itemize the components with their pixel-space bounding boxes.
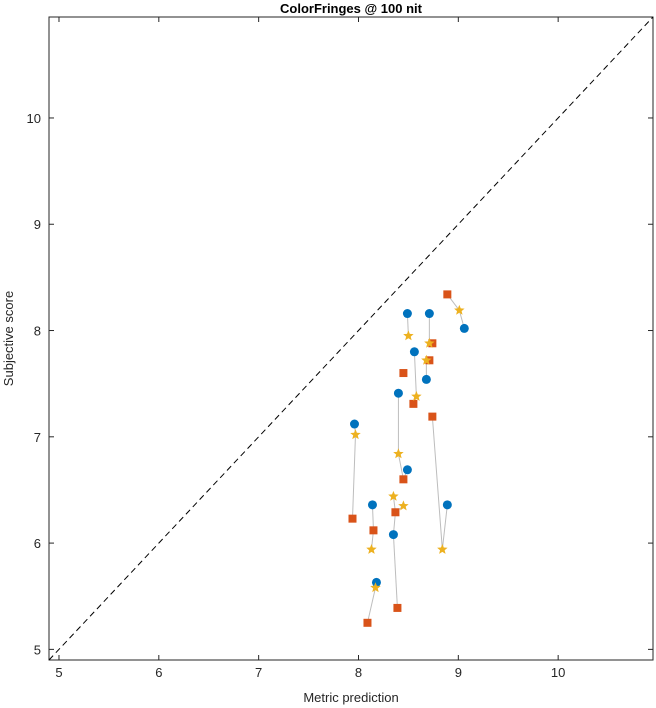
x-tick-label: 10 bbox=[551, 665, 565, 680]
data-point-square bbox=[348, 514, 357, 523]
data-point-star bbox=[398, 500, 409, 511]
y-tick-label: 10 bbox=[27, 111, 41, 126]
x-tick-label: 7 bbox=[255, 665, 262, 680]
x-tick-label: 8 bbox=[355, 665, 362, 680]
data-point-circle bbox=[409, 347, 419, 357]
data-point-star bbox=[388, 490, 399, 501]
y-axis-ticks: 5 6 7 8 9 10 bbox=[27, 111, 653, 657]
data-point-star bbox=[437, 543, 448, 554]
y-tick-label: 7 bbox=[34, 430, 41, 445]
data-points bbox=[348, 290, 469, 627]
data-point-circle bbox=[402, 465, 412, 475]
data-point-star bbox=[393, 448, 404, 459]
connector-line bbox=[392, 534, 398, 608]
data-point-square bbox=[443, 290, 452, 299]
data-point-star bbox=[403, 330, 414, 341]
data-point-square bbox=[391, 508, 400, 517]
data-point-square bbox=[399, 369, 408, 378]
data-point-star bbox=[411, 390, 422, 401]
x-axis-ticks: 5 6 7 8 9 10 bbox=[55, 17, 565, 680]
x-axis-label: Metric prediction bbox=[303, 690, 398, 705]
data-point-star bbox=[370, 582, 381, 593]
y-tick-label: 5 bbox=[34, 642, 41, 657]
data-point-star bbox=[424, 337, 435, 348]
y-tick-label: 6 bbox=[34, 536, 41, 551]
y-tick-label: 8 bbox=[34, 324, 41, 339]
y-axis-label: Subjective score bbox=[1, 291, 16, 386]
identity-reference-line bbox=[48, 16, 654, 661]
data-point-circle bbox=[349, 419, 359, 429]
data-point-circle bbox=[424, 309, 434, 319]
data-point-square bbox=[369, 526, 378, 535]
data-point-square bbox=[428, 412, 437, 421]
x-tick-label: 9 bbox=[455, 665, 462, 680]
data-point-star bbox=[421, 354, 432, 365]
data-point-circle bbox=[388, 530, 398, 540]
data-point-square bbox=[409, 399, 418, 408]
chart-title: ColorFringes @ 100 nit bbox=[280, 1, 423, 16]
connector-line bbox=[397, 393, 408, 482]
data-point-circle bbox=[367, 500, 377, 510]
data-point-star bbox=[454, 304, 465, 315]
data-point-circle bbox=[371, 577, 381, 587]
data-point-star bbox=[350, 429, 361, 440]
data-point-square bbox=[393, 603, 402, 612]
reference-line-group bbox=[48, 16, 654, 661]
data-point-circle bbox=[442, 500, 452, 510]
data-point-circle bbox=[402, 309, 412, 319]
data-point-circle bbox=[421, 374, 431, 384]
data-point-circle bbox=[459, 323, 469, 333]
data-point-circle bbox=[393, 388, 403, 398]
x-tick-label: 6 bbox=[155, 665, 162, 680]
x-tick-label: 5 bbox=[55, 665, 62, 680]
y-tick-label: 9 bbox=[34, 217, 41, 232]
data-point-star bbox=[366, 543, 377, 554]
data-point-square bbox=[363, 618, 372, 627]
data-point-square bbox=[399, 475, 408, 484]
